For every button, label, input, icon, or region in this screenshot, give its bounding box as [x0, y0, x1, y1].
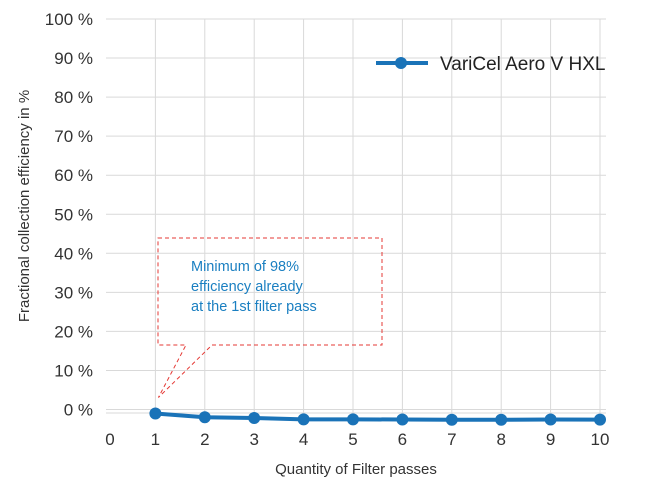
data-point — [149, 407, 162, 420]
x-tick-label: 2 — [200, 430, 209, 449]
data-point — [544, 413, 557, 426]
y-tick-label: 80 % — [54, 88, 93, 107]
y-tick-label: 40 % — [54, 244, 93, 263]
data-point — [495, 413, 508, 426]
grid-lines — [106, 18, 606, 414]
data-point — [396, 413, 409, 426]
x-axis-ticks: 0 1 2 3 4 5 6 7 8 9 10 — [105, 430, 609, 449]
data-point — [594, 413, 606, 426]
y-tick-label: 50 % — [54, 205, 93, 224]
data-point — [248, 412, 261, 424]
legend: VariCel Aero V HXL — [376, 54, 605, 75]
annotation-box — [157, 237, 383, 398]
y-axis-ticks: 100 % 90 % 80 % 70 % 60 % 50 % 40 % 30 % 20 % 10 … — [45, 10, 93, 420]
x-tick-label: 5 — [348, 430, 357, 449]
annotation-line-3: at the 1st filter pass — [191, 299, 317, 315]
annotation-line-1: Minimum of 98% — [191, 259, 299, 275]
data-point — [297, 413, 310, 426]
x-tick-label: 4 — [299, 430, 308, 449]
x-tick-label: 3 — [249, 430, 258, 449]
data-point — [198, 411, 211, 424]
x-tick-label: 8 — [496, 430, 505, 449]
x-tick-label: 7 — [447, 430, 456, 449]
y-tick-label: 60 % — [54, 166, 93, 185]
x-tick-label: 1 — [151, 430, 160, 449]
y-tick-label: 20 % — [54, 322, 93, 341]
series-varicel — [149, 407, 606, 426]
y-tick-label: 0 % — [64, 401, 93, 420]
y-axis-label: Fractional collection efficiency in % — [16, 90, 33, 322]
data-point — [347, 413, 359, 426]
x-axis-label: Quantity of Filter passes — [275, 461, 437, 478]
x-tick-label: 6 — [398, 430, 407, 449]
annotation-callout: Minimum of 98% efficiency already at the… — [157, 237, 383, 398]
y-tick-label: 70 % — [54, 127, 93, 146]
x-tick-label: 9 — [546, 430, 555, 449]
x-tick-label: 10 — [591, 430, 610, 449]
data-point — [445, 413, 458, 426]
y-tick-label: 100 % — [45, 10, 93, 29]
series-line — [155, 411, 601, 422]
y-tick-label: 90 % — [54, 49, 93, 68]
annotation-line-2: efficiency already — [191, 279, 304, 295]
y-tick-label: 30 % — [54, 283, 93, 302]
legend-point-marker — [395, 57, 407, 69]
x-tick-label: 0 — [105, 430, 114, 449]
legend-label: VariCel Aero V HXL — [440, 54, 605, 75]
y-tick-label: 10 % — [54, 361, 93, 380]
